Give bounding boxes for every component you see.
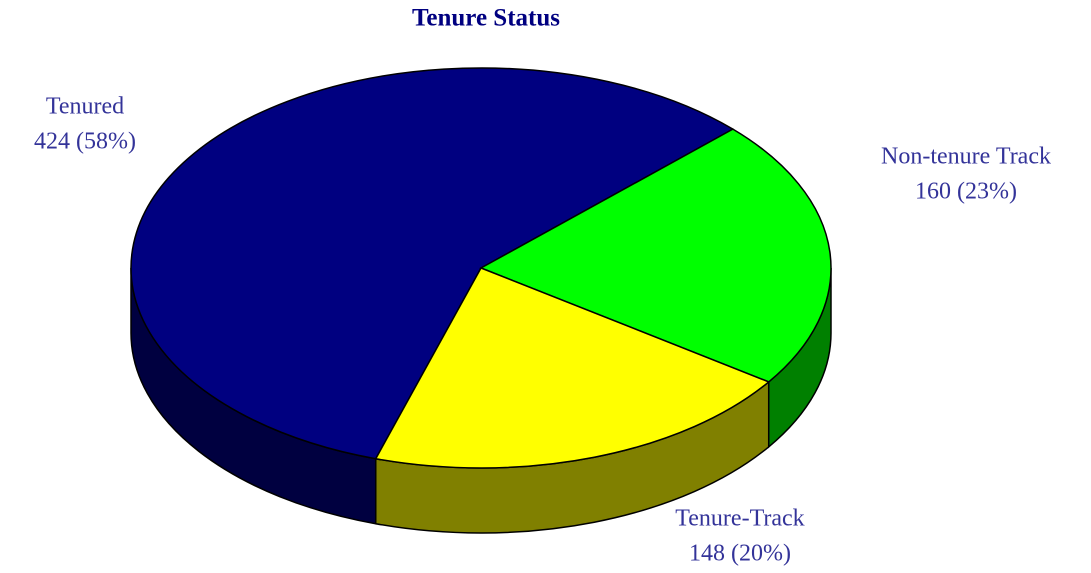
- slice: [130, 67, 735, 460]
- chart-title: Tenure Status: [412, 5, 560, 32]
- slice: [479, 128, 832, 383]
- slice: [374, 267, 771, 469]
- slice-value-label: 424 (58%): [34, 129, 136, 155]
- slice-label: Tenured: [46, 94, 124, 120]
- slice-label: Tenure-Track: [675, 506, 804, 532]
- slice-label: Non-tenure Track: [881, 144, 1051, 170]
- slice-value-label: 160 (23%): [915, 179, 1017, 205]
- slice-value-label: 148 (20%): [689, 541, 791, 567]
